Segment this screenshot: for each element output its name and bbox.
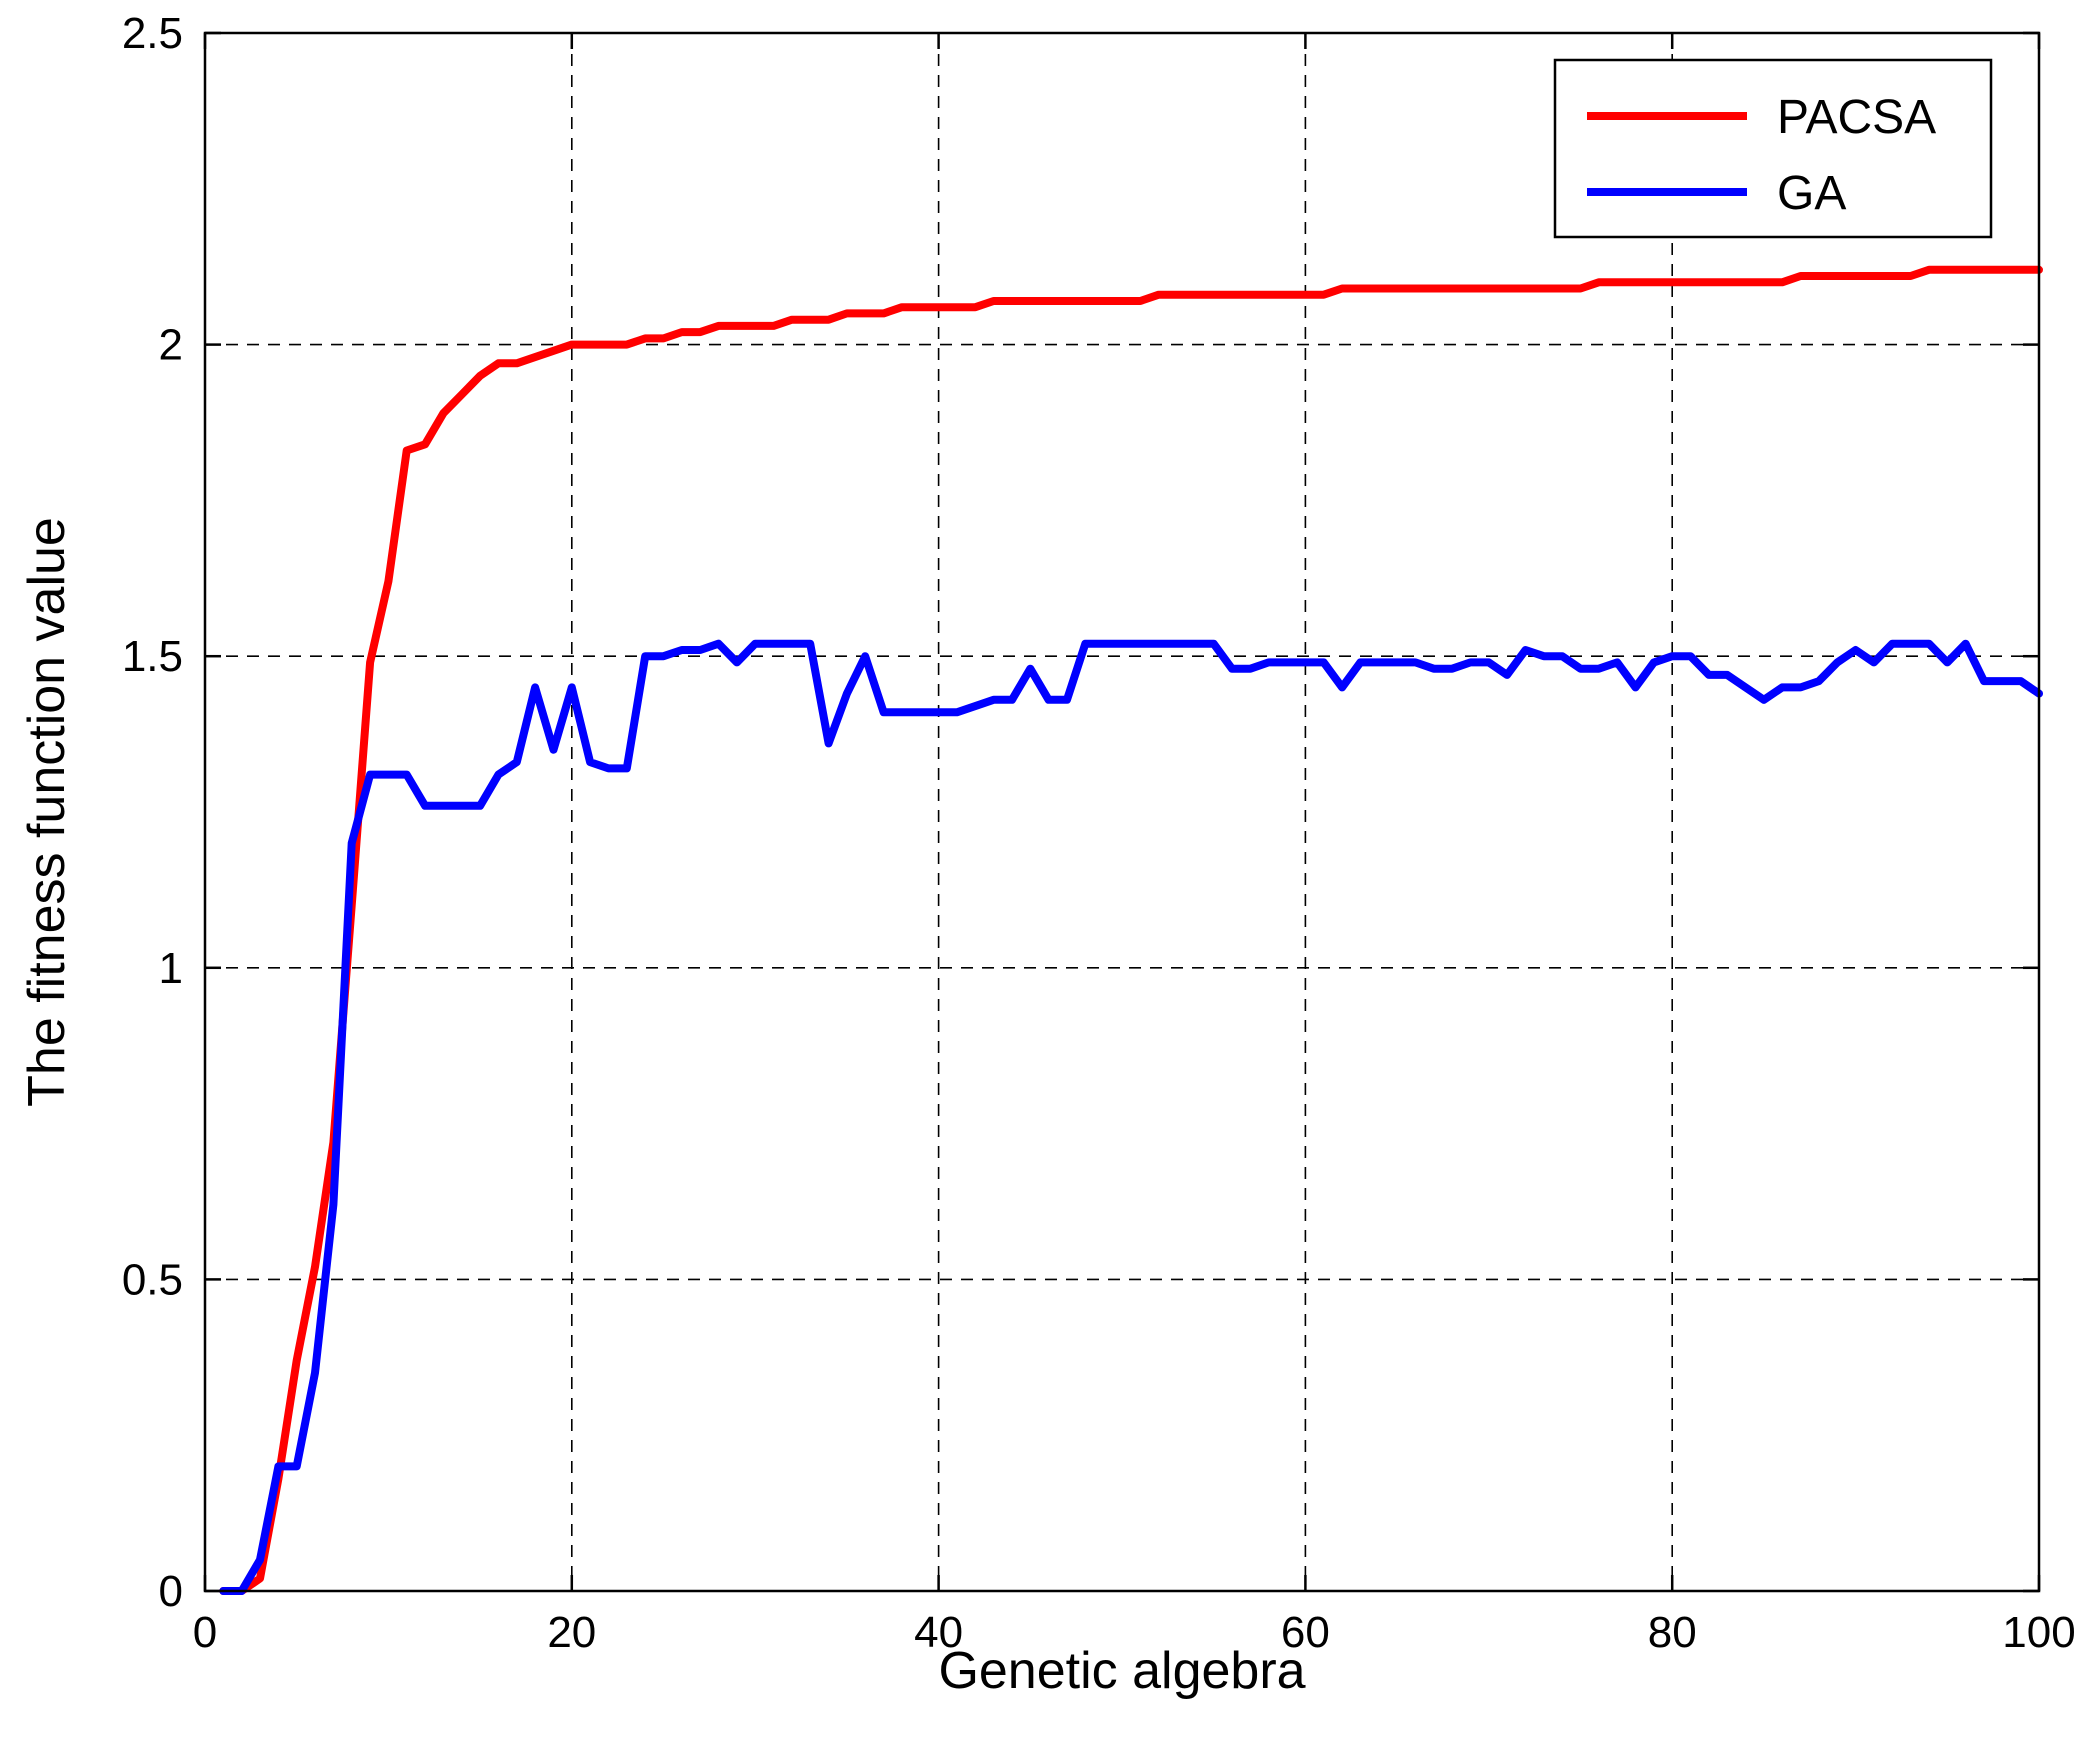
y-tick-label: 0 bbox=[159, 1567, 183, 1616]
x-tick-label: 100 bbox=[2002, 1608, 2075, 1657]
legend-label-pacsa: PACSA bbox=[1777, 91, 1936, 144]
x-tick-label: 60 bbox=[1281, 1608, 1330, 1657]
y-axis-tick-labels: 0 0.5 1 1.5 2 2.5 bbox=[122, 9, 183, 1616]
series-line-pacsa bbox=[219, 265, 2043, 1595]
y-tick-label: 2 bbox=[159, 321, 183, 370]
x-axis-tick-labels: 0 20 40 60 80 100 bbox=[193, 1608, 2076, 1657]
y-tick-label: 1 bbox=[159, 944, 183, 993]
y-tick-label: 2.5 bbox=[122, 9, 183, 58]
y-tick-label: 0.5 bbox=[122, 1255, 183, 1304]
y-tick-label: 1.5 bbox=[122, 632, 183, 681]
x-tick-label: 80 bbox=[1648, 1608, 1697, 1657]
x-tick-label: 0 bbox=[193, 1608, 217, 1657]
legend-box bbox=[1553, 58, 1993, 239]
grid-lines bbox=[205, 33, 2039, 1591]
x-tick-label: 20 bbox=[547, 1608, 596, 1657]
x-axis-label: Genetic algebra bbox=[938, 1642, 1305, 1700]
y-axis-label: The fitness function value bbox=[18, 517, 76, 1107]
series-line-ga bbox=[219, 639, 2043, 1595]
x-tick-label: 40 bbox=[914, 1608, 963, 1657]
series-lines bbox=[219, 265, 2043, 1595]
axis-ticks bbox=[203, 31, 2041, 1593]
legend: PACSA GA bbox=[1553, 58, 1993, 239]
legend-label-ga: GA bbox=[1777, 167, 1846, 220]
plot-area-frame bbox=[203, 31, 2041, 1593]
